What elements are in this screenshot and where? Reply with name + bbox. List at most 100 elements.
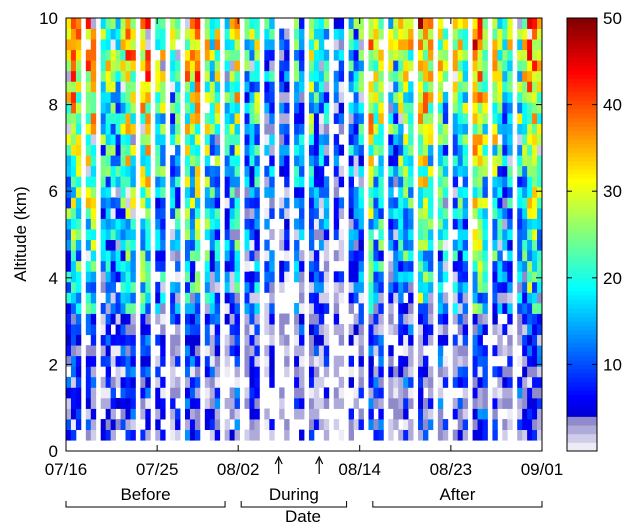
heatmap-cell (492, 123, 498, 135)
heatmap-cell (477, 176, 483, 188)
heatmap-cell (189, 112, 196, 124)
heatmap-cell (388, 144, 394, 156)
heatmap-cell (358, 186, 364, 198)
heatmap-cell (279, 165, 285, 177)
heatmap-cell (313, 313, 320, 325)
heatmap-cell (423, 250, 429, 262)
heatmap-cell (497, 28, 503, 40)
heatmap-cell (507, 134, 513, 146)
heatmap-cell (120, 207, 126, 219)
heatmap-cell (224, 334, 231, 346)
heatmap-cell (507, 260, 513, 272)
heatmap-cell (90, 28, 97, 40)
heatmap-cell (388, 70, 394, 82)
heatmap-cell (214, 387, 221, 399)
heatmap-cell (333, 102, 340, 114)
heatmap-cell (299, 429, 305, 441)
heatmap-cell (442, 165, 449, 177)
heatmap-cell (403, 49, 409, 61)
heatmap-cell (403, 176, 409, 188)
heatmap-cell (492, 429, 498, 441)
heatmap-cell (185, 176, 191, 188)
colorbar-segment (567, 204, 597, 210)
heatmap-cell (85, 102, 92, 114)
heatmap-cell (214, 186, 221, 198)
heatmap-cell (110, 229, 116, 241)
heatmap-cell (408, 39, 414, 51)
colorbar-segment (567, 221, 597, 227)
heatmap-cell (194, 91, 201, 103)
heatmap-cell (175, 250, 181, 262)
heatmap-cell (338, 28, 345, 40)
colorbar-segment (567, 26, 597, 32)
heatmap-cell (373, 28, 379, 40)
heatmap-cell (308, 39, 315, 51)
heatmap-cell (437, 165, 444, 177)
heatmap-cell (170, 292, 176, 304)
heatmap-cell (423, 123, 429, 135)
heatmap-cell (110, 176, 116, 188)
heatmap-cell (497, 239, 503, 251)
heatmap-cell (388, 345, 394, 357)
heatmap-cell (209, 355, 216, 367)
y-tick-label: 4 (49, 269, 58, 288)
heatmap-cell (457, 197, 464, 209)
heatmap-cell (100, 28, 107, 40)
heatmap-cell (497, 334, 503, 346)
heatmap-cell (308, 18, 315, 29)
heatmap-cell (194, 70, 201, 82)
heatmap-cell (214, 229, 221, 241)
heatmap-cell (170, 102, 176, 114)
heatmap-cell (160, 176, 166, 188)
arrow-marker-head (274, 455, 283, 465)
heatmap-cell (442, 186, 449, 198)
y-tick-label: 0 (49, 442, 58, 461)
heatmap-cell (170, 355, 176, 367)
heatmap-cell (318, 134, 325, 146)
heatmap-cell (452, 155, 459, 167)
heatmap-cell (269, 355, 275, 367)
heatmap-cell (224, 144, 231, 156)
heatmap-cell (115, 49, 121, 61)
heatmap-cell (308, 197, 315, 209)
heatmap-cell (100, 134, 107, 146)
heatmap-cell (522, 366, 528, 378)
heatmap-cell (457, 397, 464, 409)
heatmap-cell (294, 355, 300, 367)
heatmap-cell (115, 260, 121, 272)
heatmap-cell (423, 229, 429, 241)
heatmap-cell (427, 134, 434, 146)
heatmap-cell (105, 28, 112, 40)
heatmap-cell (140, 324, 146, 336)
heatmap-cell (403, 197, 409, 209)
heatmap-cell (408, 419, 414, 431)
heatmap-cell (358, 334, 364, 346)
heatmap-cell (403, 313, 409, 325)
heatmap-cell (229, 91, 235, 103)
heatmap-cell (120, 229, 126, 241)
heatmap-cell (527, 134, 533, 146)
heatmap-cell (368, 186, 374, 198)
heatmap-cell (90, 81, 97, 93)
heatmap-cell (388, 387, 394, 399)
heatmap-cell (140, 260, 146, 272)
heatmap-cell (323, 28, 330, 40)
heatmap-cell (284, 102, 290, 114)
heatmap-cell (214, 123, 221, 135)
heatmap-cell (175, 408, 181, 420)
heatmap-cell (537, 197, 543, 209)
heatmap-cell (418, 419, 424, 431)
heatmap-cell (189, 91, 196, 103)
heatmap-cell (398, 60, 404, 72)
heatmap-cell (120, 313, 126, 325)
heatmap-cell (462, 186, 469, 198)
heatmap-cell (517, 260, 523, 272)
heatmap-cell (189, 144, 196, 156)
heatmap-cell (214, 408, 221, 420)
heatmap-cell (393, 397, 399, 409)
heatmap-cell (70, 70, 77, 82)
heatmap-cell (358, 102, 364, 114)
heatmap-cell (502, 39, 508, 51)
heatmap-cell (299, 134, 305, 146)
heatmap-cell (120, 28, 126, 40)
